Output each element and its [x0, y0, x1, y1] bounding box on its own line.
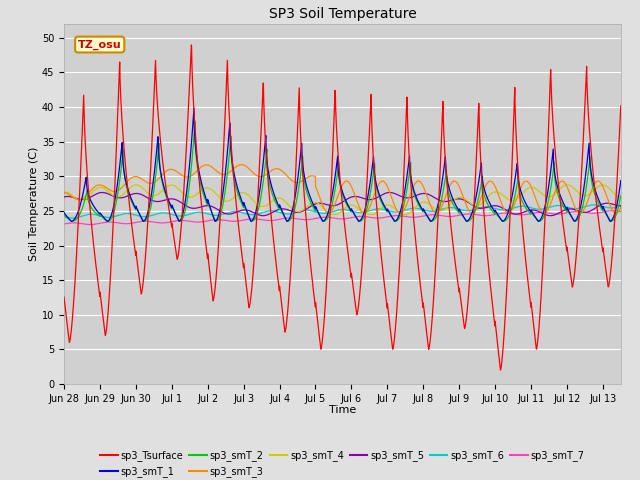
sp3_smT_7 [124, 221, 132, 227]
sp3_smT_1 [617, 178, 625, 183]
sp3_smT_1 [298, 144, 306, 150]
sp3_smT_7 [609, 208, 616, 214]
Line: sp3_smT_2: sp3_smT_2 [64, 121, 621, 221]
Line: sp3_smT_7: sp3_smT_7 [64, 211, 621, 225]
sp3_smT_4 [124, 187, 131, 193]
sp3_smT_1 [157, 168, 164, 174]
sp3_smT_5 [606, 201, 614, 206]
sp3_smT_6 [60, 214, 68, 219]
sp3_smT_7 [86, 222, 94, 228]
sp3_smT_6 [68, 215, 76, 221]
sp3_smT_2 [157, 169, 164, 175]
sp3_smT_3 [606, 203, 614, 208]
sp3_Tsurface [298, 156, 306, 162]
sp3_smT_3 [397, 210, 404, 216]
sp3_smT_1 [534, 218, 542, 224]
sp3_smT_3 [298, 178, 306, 184]
Title: SP3 Soil Temperature: SP3 Soil Temperature [269, 8, 416, 22]
sp3_smT_5 [546, 213, 554, 218]
sp3_smT_2 [248, 218, 255, 224]
sp3_smT_5 [617, 203, 625, 208]
sp3_smT_1 [124, 185, 131, 191]
sp3_smT_6 [124, 211, 132, 216]
sp3_smT_6 [298, 208, 306, 214]
sp3_smT_1 [274, 201, 282, 206]
sp3_Tsurface [617, 103, 625, 108]
Line: sp3_smT_5: sp3_smT_5 [64, 192, 621, 216]
Line: sp3_smT_6: sp3_smT_6 [64, 205, 621, 218]
sp3_smT_4 [606, 187, 614, 192]
sp3_smT_4 [274, 195, 282, 201]
sp3_smT_4 [157, 189, 164, 195]
sp3_smT_6 [274, 209, 282, 215]
sp3_smT_6 [606, 205, 614, 211]
sp3_smT_5 [547, 213, 554, 218]
sp3_smT_4 [132, 182, 140, 188]
Line: sp3_smT_4: sp3_smT_4 [64, 185, 621, 215]
sp3_smT_7 [298, 216, 306, 222]
sp3_smT_5 [386, 190, 394, 195]
sp3_Tsurface [274, 274, 282, 280]
sp3_smT_4 [547, 194, 554, 200]
Line: sp3_smT_1: sp3_smT_1 [64, 108, 621, 221]
sp3_smT_5 [157, 198, 164, 204]
sp3_Tsurface [124, 184, 131, 190]
sp3_Tsurface [606, 273, 614, 278]
sp3_smT_7 [617, 209, 625, 215]
sp3_smT_3 [124, 179, 131, 184]
sp3_smT_1 [606, 218, 614, 224]
sp3_smT_6 [157, 210, 164, 216]
sp3_smT_2 [606, 217, 614, 223]
sp3_smT_1 [190, 105, 198, 111]
sp3_smT_5 [124, 193, 131, 199]
sp3_smT_3 [237, 162, 245, 168]
sp3_smT_7 [546, 211, 554, 216]
sp3_smT_2 [124, 188, 131, 193]
sp3_smT_6 [546, 204, 554, 210]
sp3_smT_7 [274, 217, 282, 223]
sp3_smT_3 [157, 174, 164, 180]
sp3_smT_5 [60, 194, 68, 200]
sp3_smT_4 [327, 212, 335, 217]
sp3_Tsurface [497, 367, 504, 373]
sp3_smT_3 [274, 166, 282, 172]
Y-axis label: Soil Temperature (C): Soil Temperature (C) [29, 147, 39, 261]
Legend: sp3_Tsurface, sp3_smT_1, sp3_smT_2, sp3_smT_3, sp3_smT_4, sp3_smT_5, sp3_smT_6, : sp3_Tsurface, sp3_smT_1, sp3_smT_2, sp3_… [97, 446, 588, 480]
Text: TZ_osu: TZ_osu [78, 39, 122, 49]
sp3_smT_3 [617, 205, 625, 211]
sp3_smT_1 [547, 172, 554, 178]
sp3_smT_5 [298, 209, 305, 215]
sp3_smT_4 [60, 189, 68, 195]
sp3_smT_2 [547, 189, 554, 194]
sp3_smT_1 [60, 210, 68, 216]
sp3_smT_4 [298, 208, 306, 214]
sp3_Tsurface [188, 42, 195, 48]
sp3_smT_3 [547, 202, 554, 208]
sp3_smT_2 [60, 212, 68, 218]
sp3_smT_6 [617, 203, 625, 209]
X-axis label: Time: Time [329, 405, 356, 415]
sp3_smT_2 [191, 119, 199, 124]
sp3_smT_3 [60, 190, 68, 195]
sp3_smT_7 [606, 208, 614, 214]
sp3_smT_7 [60, 221, 68, 227]
sp3_Tsurface [547, 77, 554, 83]
Line: sp3_Tsurface: sp3_Tsurface [64, 45, 621, 370]
sp3_smT_2 [274, 204, 282, 210]
sp3_Tsurface [157, 139, 164, 144]
sp3_smT_6 [591, 202, 598, 208]
sp3_smT_2 [617, 193, 625, 199]
sp3_smT_4 [617, 194, 625, 200]
sp3_Tsurface [60, 294, 68, 300]
sp3_smT_7 [157, 220, 164, 226]
sp3_smT_5 [274, 207, 282, 213]
Line: sp3_smT_3: sp3_smT_3 [64, 165, 621, 213]
sp3_smT_2 [298, 160, 306, 166]
